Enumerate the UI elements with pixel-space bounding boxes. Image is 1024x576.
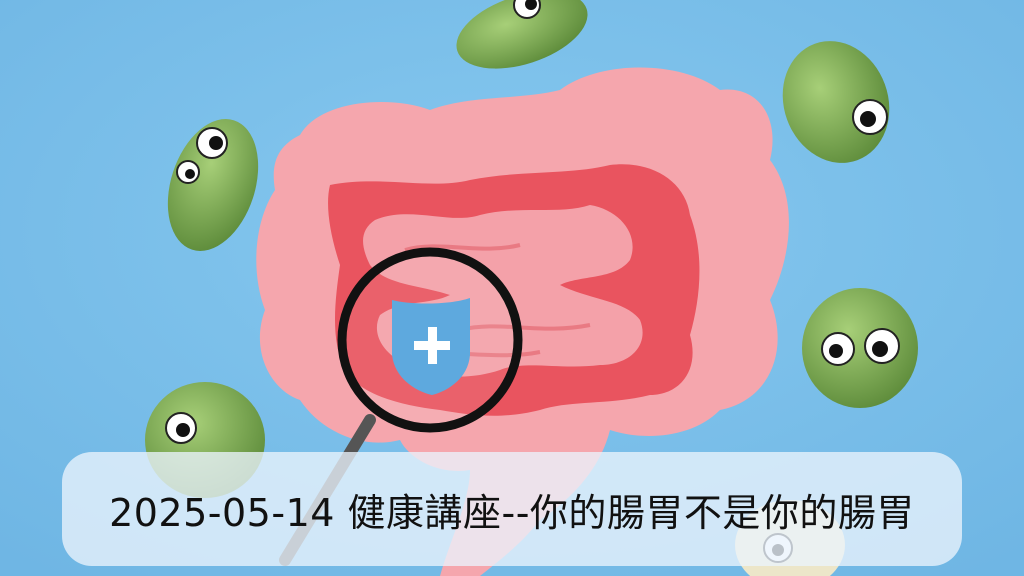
bacteria-figure [782, 41, 890, 163]
bacteria-figure [802, 288, 918, 408]
bacteria-figure [456, 0, 588, 69]
medical-shield-icon [392, 298, 470, 395]
bacteria-figure [167, 119, 259, 251]
caption-bar: 2025-05-14 健康講座--你的腸胃不是你的腸胃 [62, 452, 962, 566]
caption-text: 2025-05-14 健康講座--你的腸胃不是你的腸胃 [109, 490, 915, 535]
